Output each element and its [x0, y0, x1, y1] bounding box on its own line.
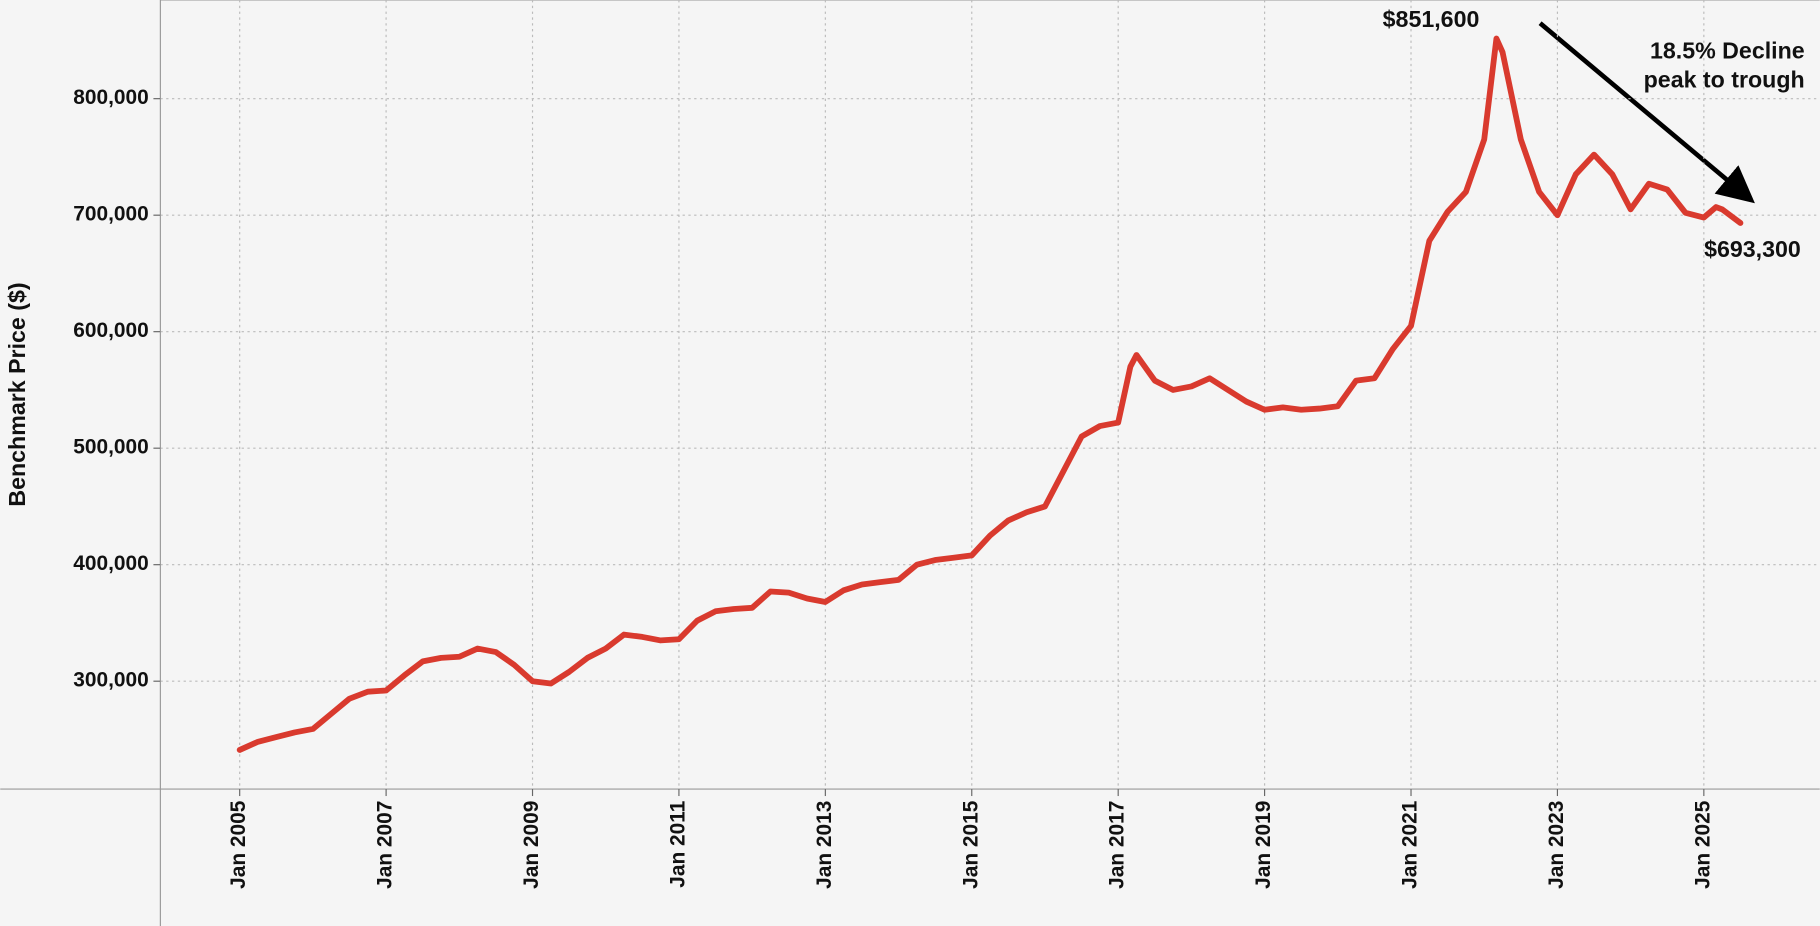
x-tick-label: Jan 2023 — [1545, 801, 1568, 889]
x-tick-label: Jan 2021 — [1399, 800, 1422, 889]
x-tick-label: Jan 2017 — [1106, 801, 1129, 889]
price-line — [236, 35, 1744, 753]
x-tick-label: Jan 2009 — [520, 801, 543, 889]
decline-arrow — [1538, 21, 1755, 204]
y-axis-title: Benchmark Price ($) — [4, 282, 30, 506]
x-tick-label: Jan 2019 — [1252, 801, 1275, 889]
x-tick-label: Jan 2011 — [666, 800, 689, 887]
annotation: peak to trough — [1644, 66, 1805, 92]
x-tick-label: Jan 2005 — [227, 800, 250, 889]
x-tick-label: Jan 2013 — [813, 801, 836, 889]
y-tick-label: 800,000 — [73, 86, 148, 109]
x-tick-label: Jan 2007 — [374, 801, 397, 889]
x-tick-label: Jan 2015 — [959, 800, 982, 889]
y-tick-label: 500,000 — [73, 436, 148, 459]
y-tick-label: 700,000 — [73, 203, 148, 226]
annotation: $693,300 — [1704, 236, 1801, 262]
y-tick-label: 400,000 — [73, 552, 148, 575]
x-tick-label: Jan 2025 — [1691, 800, 1714, 889]
annotation: $851,600 — [1383, 6, 1480, 32]
y-tick-label: 600,000 — [73, 319, 148, 342]
annotation: 18.5% Decline — [1650, 37, 1805, 63]
y-tick-label: 300,000 — [73, 669, 148, 692]
